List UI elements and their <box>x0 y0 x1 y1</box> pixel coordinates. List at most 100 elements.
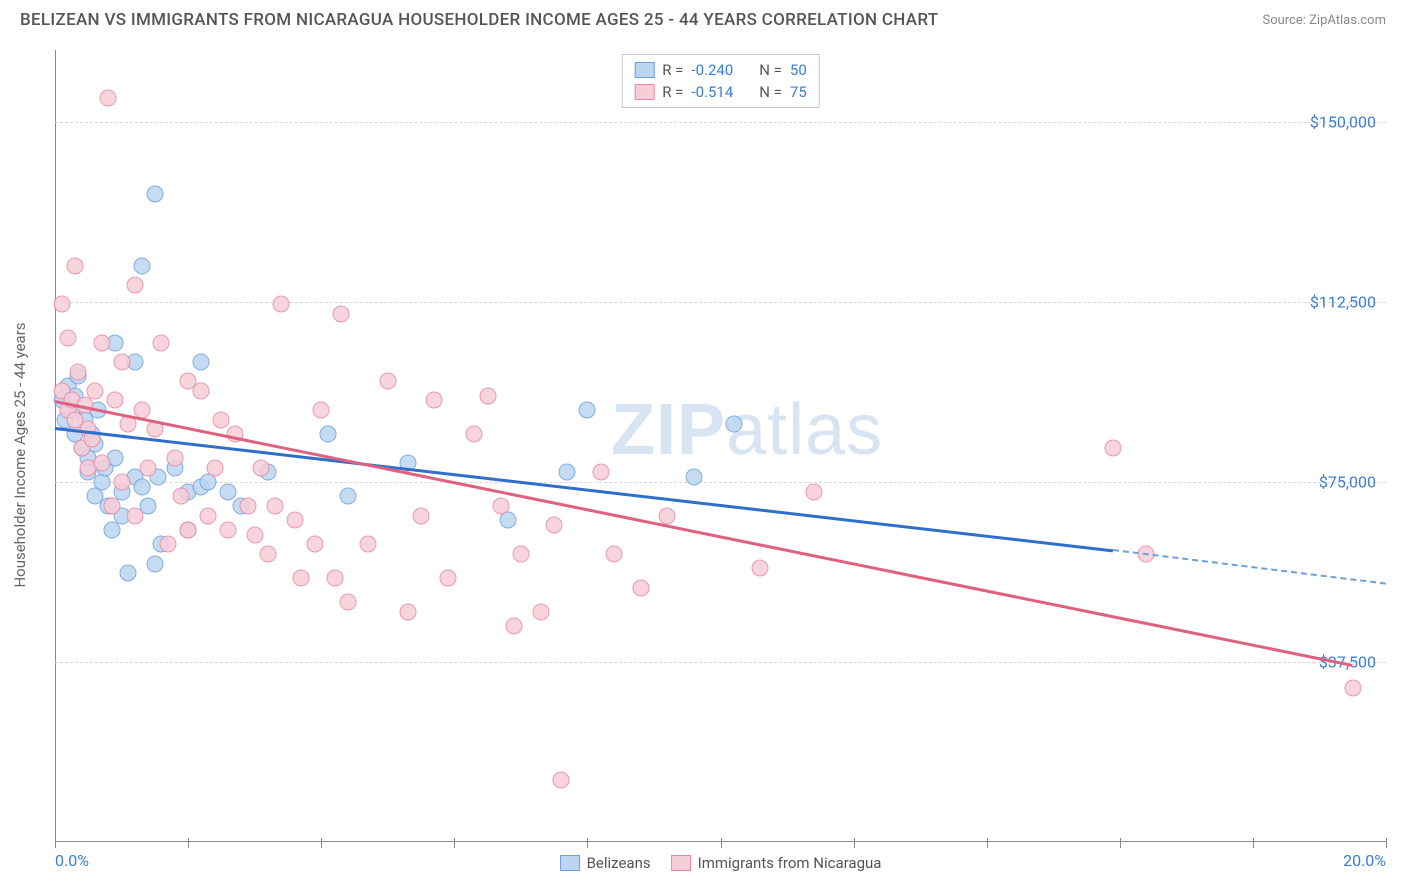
data-point <box>632 579 649 596</box>
data-point <box>293 570 310 587</box>
data-point <box>592 464 609 481</box>
chart-area: Householder Income Ages 25 - 44 years ZI… <box>55 50 1386 842</box>
data-point <box>685 469 702 486</box>
data-point <box>166 450 183 467</box>
data-point <box>259 546 276 563</box>
legend-item: Immigrants from Nicaragua <box>671 854 882 872</box>
y-axis-label: Householder Income Ages 25 - 44 years <box>11 322 29 587</box>
x-tick <box>321 838 322 848</box>
data-point <box>106 392 123 409</box>
data-point <box>160 536 177 553</box>
data-point <box>86 382 103 399</box>
source-label: Source: ZipAtlas.com <box>1262 13 1386 28</box>
data-point <box>200 507 217 524</box>
r-label: R = <box>662 61 683 79</box>
x-tick <box>1386 838 1387 848</box>
data-point <box>146 186 163 203</box>
data-point <box>286 512 303 529</box>
data-point <box>339 488 356 505</box>
data-point <box>113 474 130 491</box>
data-point <box>439 570 456 587</box>
data-point <box>153 334 170 351</box>
data-point <box>70 363 87 380</box>
x-tick <box>1120 838 1121 848</box>
legend-label: Immigrants from Nicaragua <box>698 854 882 872</box>
data-point <box>492 498 509 515</box>
data-point <box>93 474 110 491</box>
y-tick-label: $112,500 <box>1310 293 1376 312</box>
x-tick <box>854 838 855 848</box>
data-point <box>60 330 77 347</box>
x-axis-min-label: 0.0% <box>55 851 89 870</box>
data-point <box>466 426 483 443</box>
data-point <box>239 498 256 515</box>
legend-swatch <box>671 855 691 871</box>
data-point <box>93 454 110 471</box>
data-point <box>512 546 529 563</box>
data-point <box>193 354 210 371</box>
data-point <box>1344 680 1361 697</box>
data-point <box>66 258 83 275</box>
x-tick <box>987 838 988 848</box>
y-tick-label: $150,000 <box>1310 113 1376 132</box>
legend-swatch <box>634 84 654 100</box>
data-point <box>53 296 70 313</box>
legend-swatch <box>634 62 654 78</box>
n-label: N = <box>759 83 782 101</box>
data-point <box>579 402 596 419</box>
data-point <box>413 507 430 524</box>
data-point <box>306 536 323 553</box>
data-point <box>146 555 163 572</box>
data-point <box>120 565 137 582</box>
data-point <box>426 392 443 409</box>
data-point <box>133 478 150 495</box>
y-axis <box>55 50 56 842</box>
series-legend: Belizeans Immigrants from Nicaragua <box>560 854 882 872</box>
x-axis-max-label: 20.0% <box>1343 851 1386 870</box>
correlation-legend: R = -0.240N = 50R = -0.514N = 75 <box>621 54 820 108</box>
data-point <box>319 426 336 443</box>
data-point <box>532 603 549 620</box>
legend-item: Belizeans <box>560 854 651 872</box>
n-value: 50 <box>790 61 807 79</box>
r-value: -0.240 <box>691 61 733 79</box>
x-tick <box>188 838 189 848</box>
data-point <box>133 258 150 275</box>
x-tick <box>55 838 56 848</box>
n-label: N = <box>759 61 782 79</box>
data-point <box>606 546 623 563</box>
y-tick-label: $75,000 <box>1319 473 1376 492</box>
data-point <box>266 498 283 515</box>
gridline <box>55 662 1386 663</box>
data-point <box>126 507 143 524</box>
trend-line <box>1113 549 1386 585</box>
x-tick <box>721 838 722 848</box>
data-point <box>333 306 350 323</box>
data-point <box>359 536 376 553</box>
data-point <box>253 459 270 476</box>
gridline <box>55 482 1386 483</box>
watermark: ZIPatlas <box>611 389 883 471</box>
data-point <box>379 373 396 390</box>
trend-line <box>55 427 1113 552</box>
data-point <box>1105 440 1122 457</box>
data-point <box>100 90 117 107</box>
n-value: 75 <box>790 83 807 101</box>
data-point <box>479 387 496 404</box>
data-point <box>220 522 237 539</box>
r-value: -0.514 <box>691 83 733 101</box>
data-point <box>126 277 143 294</box>
x-tick <box>1253 838 1254 848</box>
data-point <box>93 334 110 351</box>
data-point <box>506 618 523 635</box>
data-point <box>246 526 263 543</box>
data-point <box>552 771 569 788</box>
data-point <box>752 560 769 577</box>
data-point <box>113 354 130 371</box>
data-point <box>103 522 120 539</box>
data-point <box>326 570 343 587</box>
x-tick <box>587 838 588 848</box>
data-point <box>173 488 190 505</box>
data-point <box>559 464 576 481</box>
data-point <box>659 507 676 524</box>
